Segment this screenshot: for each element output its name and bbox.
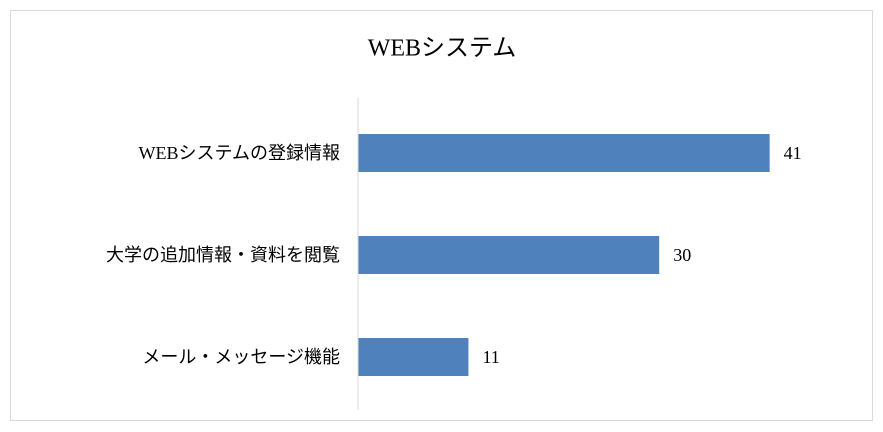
bar: [358, 338, 469, 376]
data-label: 41: [784, 143, 802, 163]
data-label: 11: [482, 347, 499, 367]
bar: [358, 134, 770, 172]
y-tick-label: WEBシステムの登録情報: [139, 143, 340, 163]
bar: [358, 236, 660, 274]
y-tick-label: メール・メッセージ機能: [142, 347, 340, 367]
y-tick-label: 大学の追加情報・資料を閲覧: [106, 245, 340, 265]
data-label: 30: [673, 245, 691, 265]
chart-title: WEBシステム: [368, 36, 517, 62]
